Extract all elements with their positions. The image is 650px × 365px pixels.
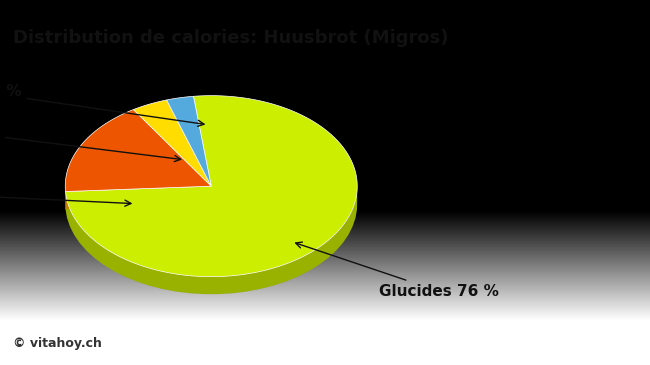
Text: © vitahoy.ch: © vitahoy.ch <box>13 337 102 350</box>
Text: Lipides 4 %: Lipides 4 % <box>0 123 181 162</box>
Text: Protéines 17 %: Protéines 17 % <box>0 186 131 206</box>
Text: Glucides 76 %: Glucides 76 % <box>296 242 499 299</box>
Polygon shape <box>65 110 211 192</box>
Text: Distribution de calories: Huusbrot (Migros): Distribution de calories: Huusbrot (Migr… <box>13 29 448 47</box>
Text: Fibres 3 %: Fibres 3 % <box>0 84 204 126</box>
Polygon shape <box>133 100 211 186</box>
Polygon shape <box>66 96 358 277</box>
Polygon shape <box>66 183 357 294</box>
Ellipse shape <box>65 113 358 294</box>
Polygon shape <box>66 186 211 209</box>
Polygon shape <box>66 186 211 209</box>
Polygon shape <box>166 96 211 186</box>
